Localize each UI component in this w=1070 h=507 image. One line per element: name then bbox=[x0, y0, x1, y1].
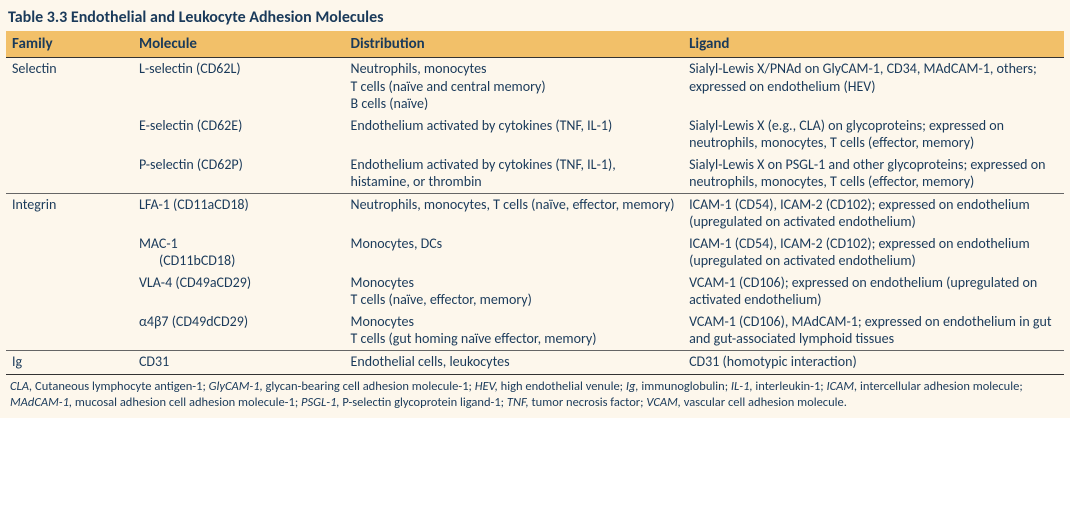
footnote-def: P-selectin glycoprotein ligand-1; bbox=[340, 395, 507, 410]
footnote-abbr: MAdCAM-1, bbox=[10, 395, 72, 410]
adhesion-molecules-table: Family Molecule Distribution Ligand Sele… bbox=[6, 31, 1064, 372]
footnote-def: tumor necrosis factor; bbox=[529, 395, 647, 410]
cell-ligand: VCAM-1 (CD106); expressed on endothelium… bbox=[683, 272, 1064, 311]
cell-family bbox=[6, 154, 133, 194]
cell-family bbox=[6, 272, 133, 311]
footnote-def: mucosal adhesion cell adhesion molecule-… bbox=[72, 395, 301, 410]
cell-family: Selectin bbox=[6, 58, 133, 115]
footnote-abbr: GlyCAM-1, bbox=[209, 379, 263, 394]
cell-ligand: ICAM-1 (CD54), ICAM-2 (CD102); expressed… bbox=[683, 233, 1064, 272]
table-row: P-selectin (CD62P)Endothelium activated … bbox=[6, 154, 1064, 194]
table-row: VLA-4 (CD49aCD29)MonocytesT cells (naïve… bbox=[6, 272, 1064, 311]
cell-family bbox=[6, 115, 133, 154]
footnote-abbr: VCAM, bbox=[646, 395, 681, 410]
cell-molecule: CD31 bbox=[133, 350, 345, 372]
cell-molecule: E-selectin (CD62E) bbox=[133, 115, 345, 154]
footnote-def: Cutaneous lymphocyte antigen-1; bbox=[32, 379, 208, 394]
table-row: SelectinL-selectin (CD62L)Neutrophils, m… bbox=[6, 58, 1064, 115]
cell-distribution: Endothelium activated by cytokines (TNF,… bbox=[345, 154, 684, 194]
footnote-def: high endothelial venule; bbox=[498, 379, 626, 394]
cell-ligand: VCAM-1 (CD106), MAdCAM-1; expressed on e… bbox=[683, 311, 1064, 351]
col-header-molecule: Molecule bbox=[133, 31, 345, 58]
cell-molecule: L-selectin (CD62L) bbox=[133, 58, 345, 115]
cell-distribution: Monocytes, DCs bbox=[345, 233, 684, 272]
cell-molecule: α4β7 (CD49dCD29) bbox=[133, 311, 345, 351]
footnote-abbr: ICAM, bbox=[826, 379, 857, 394]
table-row: IntegrinLFA-1 (CD11aCD18)Neutrophils, mo… bbox=[6, 193, 1064, 233]
table-title: Table 3.3 Endothelial and Leukocyte Adhe… bbox=[6, 4, 1064, 31]
cell-distribution: MonocytesT cells (naïve, effector, memor… bbox=[345, 272, 684, 311]
cell-distribution: Neutrophils, monocytesT cells (naïve and… bbox=[345, 58, 684, 115]
cell-ligand: Sialyl-Lewis X/PNAd on GlyCAM-1, CD34, M… bbox=[683, 58, 1064, 115]
table-row: α4β7 (CD49dCD29)MonocytesT cells (gut ho… bbox=[6, 311, 1064, 351]
footnote-def: glycan-bearing cell adhesion molecule-1; bbox=[263, 379, 475, 394]
footnote-abbr: HEV, bbox=[475, 379, 498, 394]
cell-distribution: Endothelium activated by cytokines (TNF,… bbox=[345, 115, 684, 154]
cell-ligand: Sialyl-Lewis X (e.g., CLA) on glycoprote… bbox=[683, 115, 1064, 154]
col-header-ligand: Ligand bbox=[683, 31, 1064, 58]
cell-distribution: Neutrophils, monocytes, T cells (naïve, … bbox=[345, 193, 684, 233]
cell-molecule: MAC-1(CD11bCD18) bbox=[133, 233, 345, 272]
col-header-family: Family bbox=[6, 31, 133, 58]
cell-distribution: Endothelial cells, leukocytes bbox=[345, 350, 684, 372]
cell-molecule: P-selectin (CD62P) bbox=[133, 154, 345, 194]
table-header-row: Family Molecule Distribution Ligand bbox=[6, 31, 1064, 58]
cell-molecule: LFA-1 (CD11aCD18) bbox=[133, 193, 345, 233]
footnote-def: vascular cell adhesion molecule. bbox=[681, 395, 847, 410]
footnote-def: intercellular adhesion molecule; bbox=[857, 379, 1022, 394]
footnote-abbr: TNF, bbox=[507, 395, 529, 410]
cell-ligand: ICAM-1 (CD54), ICAM-2 (CD102); expressed… bbox=[683, 193, 1064, 233]
cell-ligand: CD31 (homotypic interaction) bbox=[683, 350, 1064, 372]
table-row: MAC-1(CD11bCD18)Monocytes, DCsICAM-1 (CD… bbox=[6, 233, 1064, 272]
cell-family: Ig bbox=[6, 350, 133, 372]
footnote-abbr: IL-1, bbox=[731, 379, 753, 394]
cell-family bbox=[6, 233, 133, 272]
footnote-def: interleukin-1; bbox=[753, 379, 827, 394]
table-row: E-selectin (CD62E)Endothelium activated … bbox=[6, 115, 1064, 154]
footnote-abbr: Ig, bbox=[626, 379, 639, 394]
table-container: Table 3.3 Endothelial and Leukocyte Adhe… bbox=[0, 0, 1070, 418]
table-row: IgCD31Endothelial cells, leukocytesCD31 … bbox=[6, 350, 1064, 372]
cell-family bbox=[6, 311, 133, 351]
cell-family: Integrin bbox=[6, 193, 133, 233]
footnote-abbr: PSGL-1, bbox=[301, 395, 340, 410]
footnote-abbr: CLA, bbox=[10, 379, 32, 394]
footnote-def: immunoglobulin; bbox=[639, 379, 731, 394]
col-header-distribution: Distribution bbox=[345, 31, 684, 58]
table-footnote: CLA, Cutaneous lymphocyte antigen-1; Gly… bbox=[6, 374, 1064, 412]
cell-molecule: VLA-4 (CD49aCD29) bbox=[133, 272, 345, 311]
cell-distribution: MonocytesT cells (gut homing naïve effec… bbox=[345, 311, 684, 351]
cell-ligand: Sialyl-Lewis X on PSGL-1 and other glyco… bbox=[683, 154, 1064, 194]
